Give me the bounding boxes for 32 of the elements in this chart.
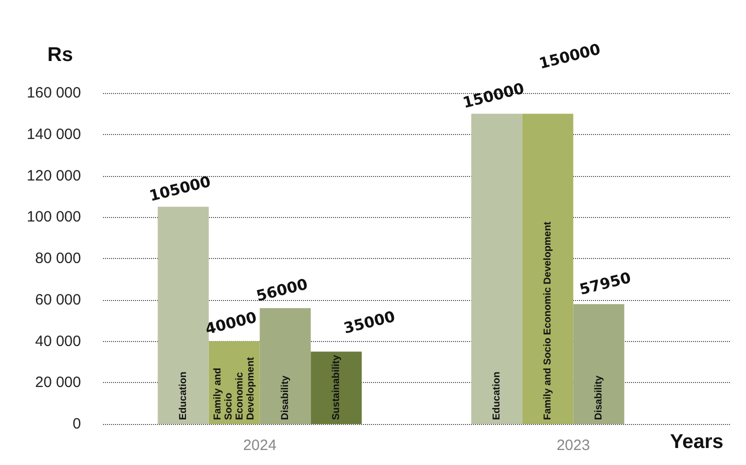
bar xyxy=(522,114,574,424)
data-label: 35000 xyxy=(342,307,397,338)
y-tick-label: 100 000 xyxy=(26,208,81,226)
bar xyxy=(260,308,311,424)
series-label: Education xyxy=(178,372,189,420)
data-label: 40000 xyxy=(204,308,258,338)
text: Family and Socio Economic Development xyxy=(542,222,554,420)
x-tick-label: 2024 xyxy=(243,437,276,454)
y-tick-label: 120 000 xyxy=(26,167,81,184)
data-label: 105000 xyxy=(147,172,213,205)
series-label: Sustainability xyxy=(330,354,342,420)
y-tick-label: 20 000 xyxy=(35,374,81,392)
series-label: Family and Socio Economic Development xyxy=(212,356,256,420)
y-tick-label: 0 xyxy=(72,416,81,432)
y-axis-title: Rs xyxy=(47,44,73,66)
data-label: 57950 xyxy=(578,268,633,299)
y-tick-label: 80 000 xyxy=(35,250,81,267)
y-tick-label: 140 000 xyxy=(26,126,81,143)
data-label: 150000 xyxy=(537,40,602,73)
y-tick-label: 160 000 xyxy=(26,84,81,102)
y-tick-label: 40 000 xyxy=(35,332,81,350)
text: Education xyxy=(491,372,502,420)
y-tick-label: 60 000 xyxy=(35,291,81,308)
data-label: 150000 xyxy=(460,79,526,112)
text: Disability xyxy=(593,376,604,420)
data-label: 56000 xyxy=(254,275,310,306)
x-tick-label: 2023 xyxy=(556,437,590,454)
bar xyxy=(471,114,522,424)
bar xyxy=(573,304,624,424)
series-label: Disability xyxy=(280,375,291,420)
x-axis-title: Years xyxy=(670,431,724,453)
bar xyxy=(310,352,362,424)
